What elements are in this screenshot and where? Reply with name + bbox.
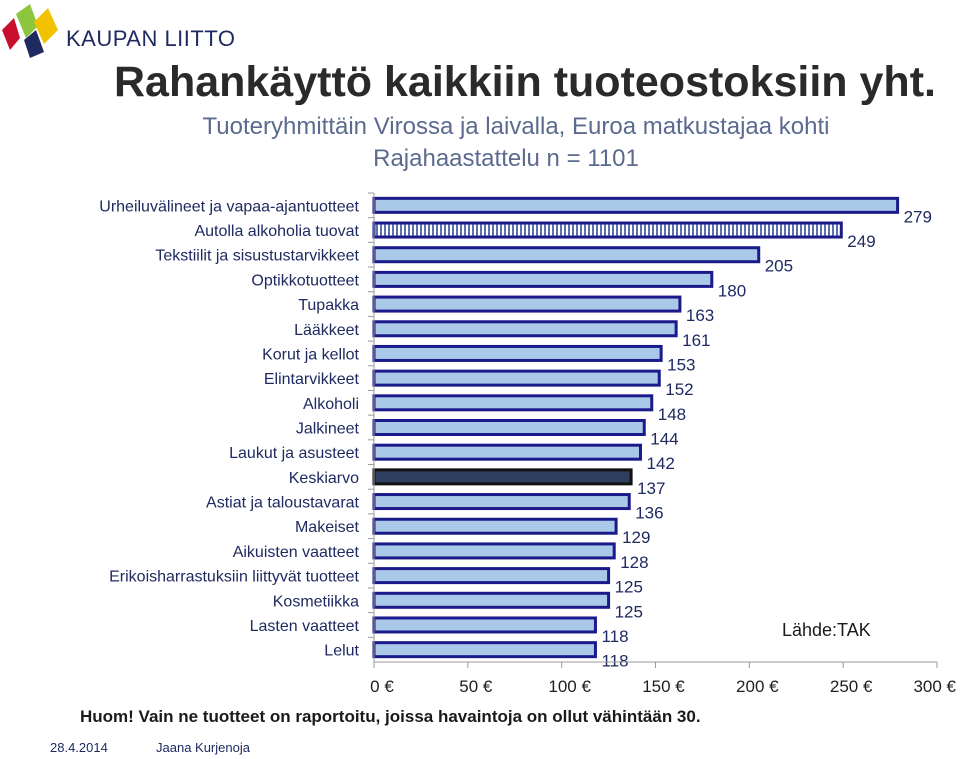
value-label: 148 — [658, 405, 686, 424]
category-label: Urheiluvälineet ja vapaa-ajantuotteet — [99, 198, 359, 215]
source-label: Lähde:TAK — [782, 620, 871, 640]
value-label: 125 — [615, 578, 643, 597]
value-label: 152 — [665, 380, 693, 399]
value-label: 163 — [686, 306, 714, 325]
bar-9 — [372, 394, 654, 412]
bar-11 — [372, 443, 642, 461]
category-label: Elintarvikkeet — [264, 371, 360, 388]
chart-subtitle-sample: Rajahaastattelu n = 1101 — [373, 145, 639, 172]
category-label: Tupakka — [298, 297, 359, 314]
category-label: Laukut ja asusteet — [229, 445, 359, 462]
value-label: 118 — [601, 627, 628, 646]
category-label: Optikkotuotteet — [251, 272, 359, 289]
bar-6 — [372, 320, 678, 338]
bar-12 — [372, 468, 633, 486]
logo-text: KAUPAN LIITTO — [66, 26, 236, 51]
bar-19 — [372, 641, 597, 659]
bar-3 — [372, 246, 761, 264]
x-tick-label: 300 € — [913, 677, 956, 696]
bar-13 — [372, 493, 631, 511]
bar-2 — [372, 221, 843, 239]
value-label: 279 — [904, 207, 932, 226]
category-label: Lääkkeet — [294, 322, 359, 339]
footer-date: 28.4.2014 — [50, 740, 108, 755]
value-label: 153 — [667, 355, 695, 374]
value-label: 128 — [620, 553, 648, 572]
x-tick-label: 200 € — [736, 677, 779, 696]
x-tick-label: 250 € — [830, 677, 873, 696]
category-label: Lasten vaatteet — [250, 618, 360, 635]
footnote: Huom! Vain ne tuotteet on raportoitu, jo… — [80, 707, 701, 726]
bar-15 — [372, 542, 616, 560]
value-label: 129 — [622, 528, 650, 547]
bar-16 — [372, 567, 611, 585]
bar-14 — [372, 517, 618, 535]
category-label: Astiat ja taloustavarat — [206, 495, 360, 512]
chart-title: Rahankäyttö kaikkiin tuoteostoksiin yht. — [114, 58, 936, 106]
category-label: Autolla alkoholia tuovat — [194, 223, 359, 240]
kaupan-liitto-logo — [2, 4, 58, 58]
category-label: Jalkineet — [296, 421, 360, 438]
category-label: Kosmetiikka — [273, 593, 359, 610]
x-tick-label: 150 € — [642, 677, 685, 696]
value-label: 118 — [601, 652, 628, 671]
value-label: 205 — [765, 257, 793, 276]
category-label: Keskiarvo — [289, 470, 359, 487]
bar-7 — [372, 344, 663, 362]
value-label: 144 — [650, 430, 678, 449]
value-label: 125 — [615, 602, 643, 621]
category-label: Korut ja kellot — [262, 346, 359, 363]
value-label: 180 — [718, 281, 746, 300]
bar-chart: Urheiluvälineet ja vapaa-ajantuotteet 279… — [99, 192, 957, 696]
category-label: Erikoisharrastuksiin liittyvät tuotteet — [109, 569, 359, 586]
bar-17 — [372, 591, 611, 609]
bar-10 — [372, 419, 646, 436]
bar-4 — [372, 270, 714, 288]
category-label: Makeiset — [295, 519, 360, 536]
chart-subtitle: Tuoteryhmittäin Virossa ja laivalla, Eur… — [202, 113, 830, 140]
value-label: 137 — [637, 479, 665, 498]
bar-18 — [372, 616, 597, 634]
x-tick-label: 50 € — [459, 677, 493, 696]
category-label: Alkoholi — [303, 396, 359, 413]
category-label: Lelut — [324, 643, 359, 660]
category-label: Aikuisten vaatteet — [233, 544, 360, 561]
value-label: 161 — [682, 331, 710, 350]
x-tick-label: 100 € — [548, 677, 591, 696]
bar-8 — [372, 369, 661, 387]
value-label: 136 — [635, 504, 663, 523]
category-label: Tekstiilit ja sisustustarvikkeet — [155, 248, 359, 265]
footer-author: Jaana Kurjenoja — [156, 740, 250, 755]
x-tick-label: 0 € — [370, 677, 394, 696]
value-label: 142 — [646, 454, 674, 473]
bar-1 — [372, 196, 900, 214]
bar-5 — [372, 295, 682, 313]
value-label: 249 — [847, 232, 875, 251]
